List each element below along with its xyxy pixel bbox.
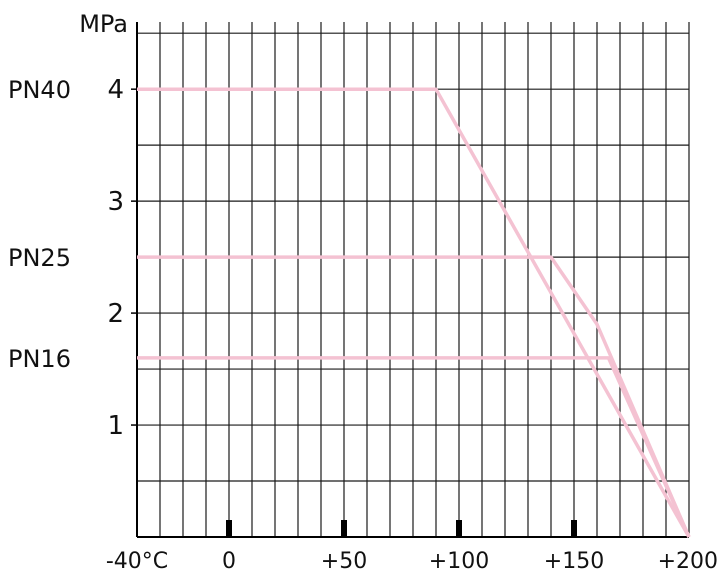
x-markers xyxy=(226,520,577,537)
series-line-pn40 xyxy=(137,87,691,538)
x-tick-label-3: +100 xyxy=(429,549,489,573)
y-tick-label-2: 2 xyxy=(107,299,124,329)
y-tick-label-0: 4 xyxy=(107,75,124,105)
series-label-pn40: PN40 xyxy=(8,76,71,104)
x-marker-2 xyxy=(456,520,462,537)
series-line-pn16 xyxy=(137,356,691,538)
x-marker-3 xyxy=(571,520,577,537)
y-tick-label-3: 1 xyxy=(107,411,124,441)
x-tick-label-5: +200 xyxy=(658,549,718,573)
y-tick-label-1: 3 xyxy=(107,187,124,217)
grid xyxy=(131,22,690,538)
y-axis-label: MPa xyxy=(79,10,128,38)
series-label-pn25: PN25 xyxy=(8,244,71,272)
x-tick-label-2: +50 xyxy=(321,549,367,573)
labels: -40°C 0 +50 +100 +150 +200 4 3 2 1 MPa PN40 PN25 PN16 xyxy=(8,10,718,573)
x-tick-label-1: 0 xyxy=(222,549,236,573)
x-marker-1 xyxy=(341,520,347,537)
x-tick-label-4: +150 xyxy=(544,549,604,573)
x-tick-label-0: -40°C xyxy=(106,549,168,573)
series-label-pn16: PN16 xyxy=(8,345,71,373)
series-lines xyxy=(137,87,691,538)
x-marker-0 xyxy=(226,520,232,537)
